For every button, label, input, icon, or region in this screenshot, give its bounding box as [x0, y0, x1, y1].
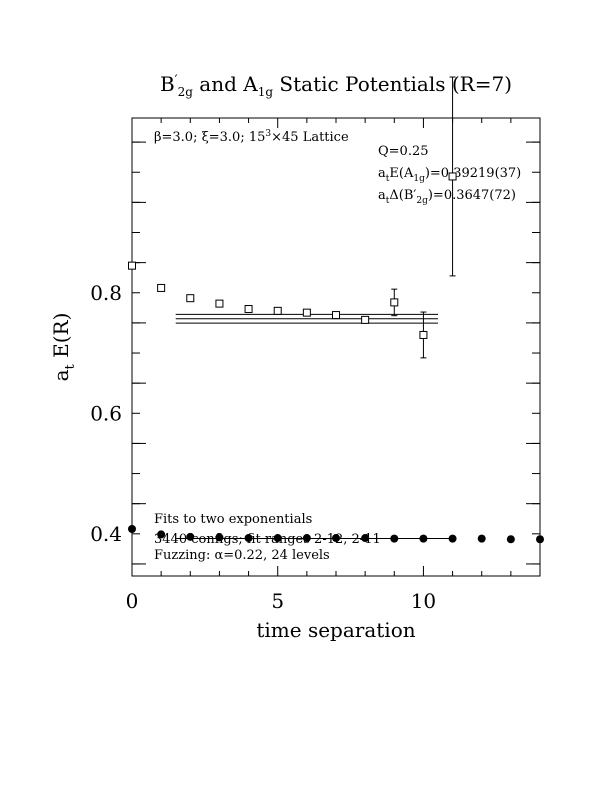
- data-point-square: [244, 305, 253, 314]
- y-axis-label: at E(R): [49, 313, 78, 382]
- x-axis-label: time separation: [256, 618, 415, 642]
- y-tick-label: 0.6: [90, 401, 122, 425]
- data-point-circle: [332, 534, 340, 543]
- data-point-square: [302, 308, 311, 317]
- data-point-circle: [215, 533, 224, 542]
- data-point-square: [361, 315, 370, 324]
- data-point-square: [186, 294, 195, 303]
- data-markers: [128, 172, 544, 544]
- fits-annotation: Fits to two exponentials: [154, 512, 312, 527]
- fit-lines: [175, 313, 453, 540]
- x-tick-labels: 0 5 10: [126, 589, 437, 613]
- data-point-circle: [157, 530, 166, 539]
- data-point-square: [419, 330, 428, 339]
- q-annotation: Q=0.25: [378, 144, 429, 159]
- x-tick-label: 5: [271, 589, 284, 613]
- data-point-square: [128, 261, 136, 270]
- data-point-square: [215, 299, 224, 308]
- y-tick-label: 0.4: [90, 522, 122, 546]
- data-point-circle: [361, 534, 370, 543]
- data-point-square: [448, 172, 457, 181]
- lattice-annotation: β=3.0; ξ=3.0; 153×45 Lattice: [154, 129, 349, 145]
- data-point-circle: [536, 535, 544, 544]
- data-point-square: [390, 298, 399, 307]
- fuzzing-annotation: Fuzzing: α=0.22, 24 levels: [154, 548, 330, 563]
- data-point-circle: [302, 534, 311, 543]
- chart-title: B′2g and A1g Static Potentials (R=7): [160, 72, 512, 99]
- x-tick-label: 0: [126, 589, 139, 613]
- y-tick-label: 0.8: [90, 281, 122, 305]
- data-point-square: [157, 283, 166, 292]
- b2g-gap-annotation: atΔ(B′2g)=0.3647(72): [378, 188, 516, 206]
- data-point-circle: [477, 534, 486, 543]
- data-point-circle: [419, 534, 428, 543]
- data-point-circle: [186, 532, 195, 541]
- x-tick-label: 10: [411, 589, 436, 613]
- data-point-circle: [273, 534, 282, 543]
- plot-frame: [131, 117, 541, 577]
- y-tick-labels: 0.4 0.6 0.8: [90, 281, 122, 546]
- data-point-square: [273, 306, 282, 315]
- data-point-square: [332, 311, 340, 320]
- axis-ticks: [131, 118, 541, 576]
- data-point-circle: [128, 524, 136, 533]
- data-point-circle: [390, 534, 399, 543]
- data-point-circle: [244, 534, 253, 543]
- data-point-circle: [448, 534, 457, 543]
- configs-annotation: 3440 configs; fit ranges 2-12, 2-11: [154, 532, 381, 547]
- data-point-circle: [506, 535, 515, 544]
